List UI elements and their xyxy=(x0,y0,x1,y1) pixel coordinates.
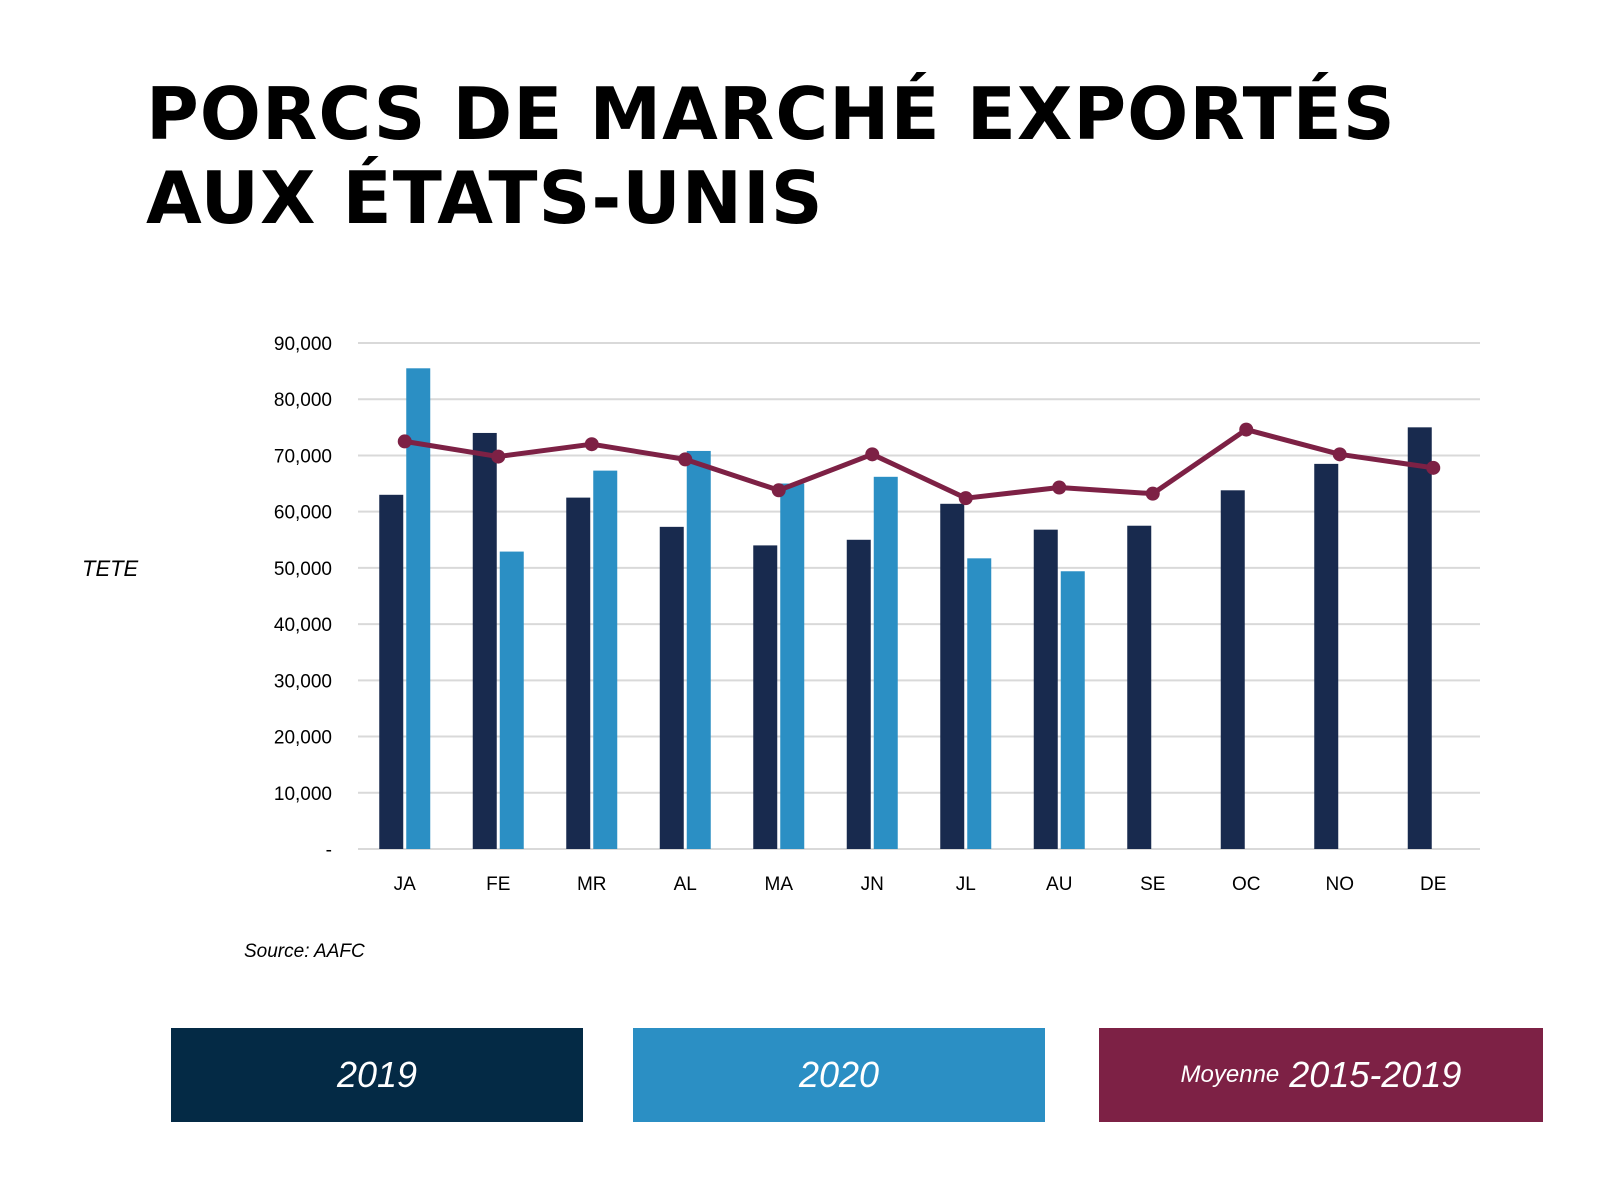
x-tick-label: OC xyxy=(1232,874,1261,895)
x-tick-label: AU xyxy=(1046,874,1072,895)
x-tick-label: JL xyxy=(956,874,976,895)
bar-2019 xyxy=(1314,463,1339,849)
x-tick-label: MR xyxy=(577,874,607,895)
bar-2019 xyxy=(1033,529,1058,849)
legend-average-years: 2015-2019 xyxy=(1289,1054,1462,1095)
x-tick-label: AL xyxy=(674,874,697,895)
bar-2019 xyxy=(846,539,871,849)
average-point xyxy=(958,491,973,506)
bar-2019 xyxy=(379,494,404,849)
bar-2019 xyxy=(1407,427,1432,849)
average-point xyxy=(1239,422,1254,437)
average-point xyxy=(678,452,693,467)
bar-2019 xyxy=(472,432,497,849)
y-tick-label: 40,000 xyxy=(274,615,332,636)
bar-2020 xyxy=(406,368,431,849)
x-tick-label: DE xyxy=(1420,874,1446,895)
title-line-2: AUX ÉTATS-UNIS xyxy=(146,156,824,240)
title-line-1: PORCS DE MARCHÉ EXPORTÉS xyxy=(146,72,1396,156)
bar-2019 xyxy=(659,526,684,849)
x-tick-label: SE xyxy=(1140,874,1165,895)
legend-average-prefix: Moyenne xyxy=(1180,1061,1280,1088)
bar-2019 xyxy=(753,545,778,849)
y-tick-label: 80,000 xyxy=(274,390,332,411)
legend-2020-label: 2020 xyxy=(798,1054,880,1095)
y-tick-label: 30,000 xyxy=(274,671,332,692)
legend-2020: 2020 xyxy=(633,1028,1045,1122)
y-tick-label: - xyxy=(326,840,332,861)
legend-2019-label: 2019 xyxy=(336,1054,418,1095)
y-axis-label: TETE xyxy=(82,556,139,581)
y-tick-label: 10,000 xyxy=(274,784,332,805)
y-tick-label: 50,000 xyxy=(274,559,332,580)
x-tick-label: JA xyxy=(394,874,417,895)
bar-2020 xyxy=(780,483,805,849)
bar-2019 xyxy=(1220,490,1245,849)
x-tick-label: FE xyxy=(486,874,510,895)
average-point xyxy=(1426,460,1441,475)
bar-2020 xyxy=(1060,571,1085,849)
x-tick-label: MA xyxy=(765,874,794,895)
average-point xyxy=(397,434,412,449)
y-tick-label: 70,000 xyxy=(274,446,332,467)
bar-2020 xyxy=(686,450,711,849)
y-tick-label: 90,000 xyxy=(274,334,332,355)
y-tick-label: 60,000 xyxy=(274,503,332,524)
y-tick-label: 20,000 xyxy=(274,728,332,749)
source-note: Source: AAFC xyxy=(244,941,365,962)
x-tick-label: NO xyxy=(1326,874,1355,895)
x-tick-label: JN xyxy=(861,874,884,895)
bar-2019 xyxy=(1127,525,1152,849)
bar-2020 xyxy=(499,551,524,849)
bar-2020 xyxy=(873,476,898,849)
bar-2020 xyxy=(593,470,618,849)
average-point xyxy=(584,437,599,452)
average-point xyxy=(1332,447,1347,462)
bar-2019 xyxy=(566,497,591,849)
average-point xyxy=(491,449,506,464)
average-line xyxy=(404,427,1434,501)
average-point xyxy=(1052,480,1067,495)
chart-title: PORCS DE MARCHÉ EXPORTÉS AUX ÉTATS-UNIS xyxy=(146,72,1396,240)
average-point xyxy=(771,483,786,498)
average-point xyxy=(865,447,880,462)
bar-2020 xyxy=(967,558,992,849)
legend-2019: 2019 xyxy=(171,1028,583,1122)
legend-average: Moyenne 2015-2019 xyxy=(1099,1028,1543,1122)
bar-2019 xyxy=(940,503,965,849)
average-point xyxy=(1145,486,1160,501)
